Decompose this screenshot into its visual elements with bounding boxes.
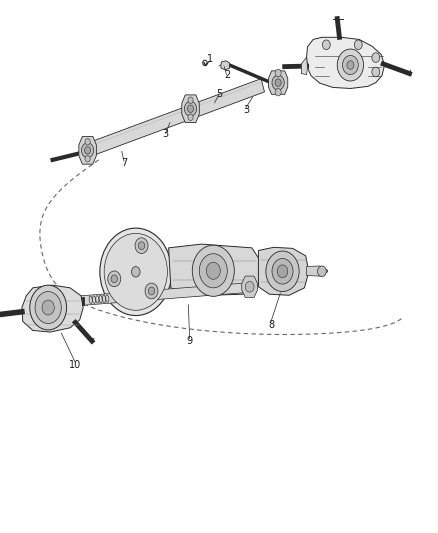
Circle shape — [30, 285, 67, 330]
Circle shape — [372, 53, 380, 62]
Circle shape — [192, 245, 234, 296]
Circle shape — [35, 292, 61, 324]
Polygon shape — [268, 71, 288, 94]
Circle shape — [272, 75, 284, 90]
Circle shape — [337, 49, 364, 81]
Polygon shape — [301, 57, 307, 75]
Circle shape — [245, 281, 254, 292]
Circle shape — [188, 114, 193, 120]
Circle shape — [318, 266, 326, 277]
Polygon shape — [169, 244, 261, 296]
Polygon shape — [258, 247, 309, 295]
Circle shape — [184, 101, 197, 116]
Circle shape — [145, 283, 158, 299]
Text: 10: 10 — [69, 360, 81, 369]
Polygon shape — [307, 266, 328, 276]
Circle shape — [206, 262, 220, 279]
Polygon shape — [221, 61, 230, 70]
Circle shape — [187, 105, 194, 112]
Circle shape — [85, 147, 91, 154]
Polygon shape — [81, 283, 246, 305]
Circle shape — [108, 271, 121, 287]
Text: 3: 3 — [162, 130, 169, 139]
Circle shape — [372, 67, 380, 77]
Circle shape — [275, 88, 281, 96]
Polygon shape — [22, 285, 83, 332]
Circle shape — [277, 265, 288, 278]
Polygon shape — [81, 79, 265, 158]
Circle shape — [322, 40, 330, 50]
Text: 3: 3 — [243, 106, 249, 115]
Circle shape — [347, 61, 354, 69]
Circle shape — [275, 69, 281, 77]
Circle shape — [85, 139, 90, 145]
Circle shape — [199, 254, 227, 288]
Circle shape — [343, 55, 358, 75]
Text: 7: 7 — [121, 158, 127, 167]
Circle shape — [111, 275, 117, 283]
Text: 1: 1 — [207, 54, 213, 63]
Circle shape — [135, 238, 148, 254]
Circle shape — [266, 251, 299, 292]
Circle shape — [104, 233, 167, 310]
Polygon shape — [182, 95, 199, 123]
Polygon shape — [79, 136, 96, 164]
Circle shape — [354, 40, 362, 50]
Circle shape — [81, 143, 94, 158]
Text: 9: 9 — [187, 336, 193, 346]
Circle shape — [148, 287, 155, 295]
Polygon shape — [307, 37, 385, 88]
Text: 8: 8 — [268, 320, 275, 330]
Text: 2: 2 — [224, 70, 230, 79]
Circle shape — [42, 300, 54, 315]
Circle shape — [85, 156, 90, 162]
Circle shape — [138, 242, 145, 249]
Text: 5: 5 — [216, 89, 222, 99]
Circle shape — [188, 97, 193, 103]
Circle shape — [275, 79, 281, 86]
Circle shape — [100, 228, 172, 316]
Circle shape — [131, 266, 140, 277]
Circle shape — [272, 259, 293, 284]
Polygon shape — [242, 276, 258, 297]
